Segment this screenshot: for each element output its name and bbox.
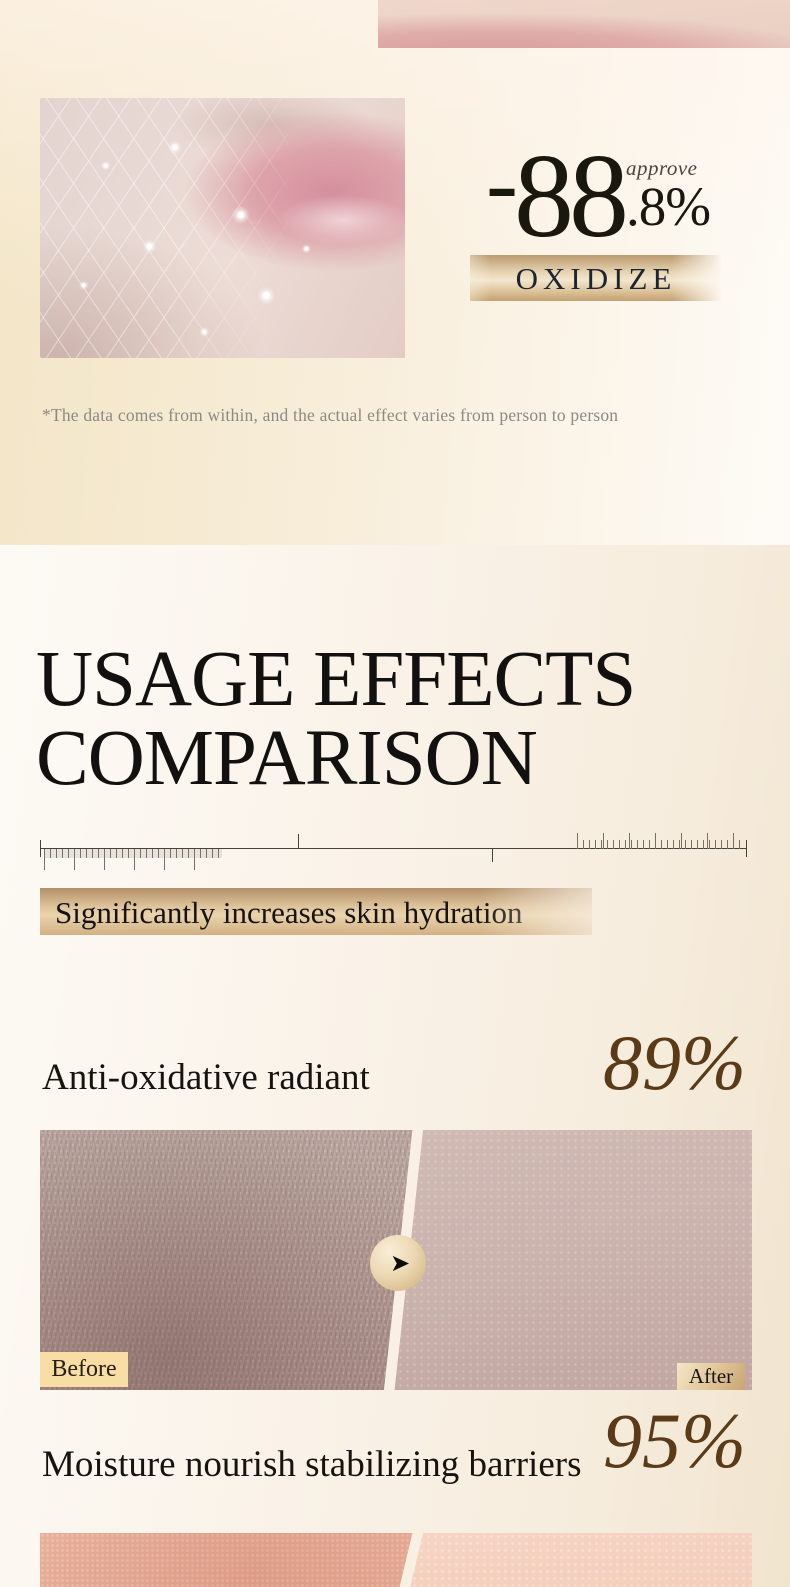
cheek-sparkle-photo: [40, 98, 405, 358]
before-tag: Before: [40, 1352, 128, 1387]
minus-sign: -: [485, 129, 518, 236]
sparkle-dots: [40, 98, 405, 358]
lips-photo-strip: [378, 0, 790, 48]
item-1-label: Anti-oxidative radiant: [42, 1057, 370, 1098]
before-image-1: [40, 1130, 413, 1390]
after-image-2: [394, 1533, 752, 1587]
ruler-divider-graphic: [40, 833, 747, 874]
item-1-percentage: 89%: [603, 1019, 746, 1106]
oxidize-statistic: - 88 approve .8%: [466, 135, 730, 262]
after-image-1: [394, 1130, 752, 1390]
before-after-comparison-2: [40, 1533, 752, 1587]
before-after-arrow-button[interactable]: ➤: [370, 1235, 426, 1291]
stat-decimal: .8%: [625, 176, 711, 237]
after-tag: After: [677, 1363, 745, 1390]
disclaimer-text: *The data comes from within, and the act…: [42, 405, 619, 425]
item-2-label: Moisture nourish stabilizing barriers: [42, 1444, 582, 1485]
section-title-line2: COMPARISON: [36, 715, 538, 802]
section-title: USAGE EFFECTS COMPARISON: [36, 640, 776, 798]
stat-note: approve: [625, 156, 698, 180]
before-image-2: [40, 1533, 413, 1587]
comparison-section-background: [0, 545, 790, 1587]
stat-big-number: 88: [513, 129, 629, 262]
subtitle-banner: Significantly increases skin hydration l…: [40, 888, 592, 979]
arrow-right-icon: ➤: [389, 1249, 411, 1277]
section-title-line1: USAGE EFFECTS: [36, 636, 636, 723]
item-2-percentage: 95%: [603, 1397, 746, 1484]
oxidize-banner: OXIDIZE: [470, 255, 722, 301]
before-after-comparison-1: ➤ Before After: [40, 1130, 752, 1390]
